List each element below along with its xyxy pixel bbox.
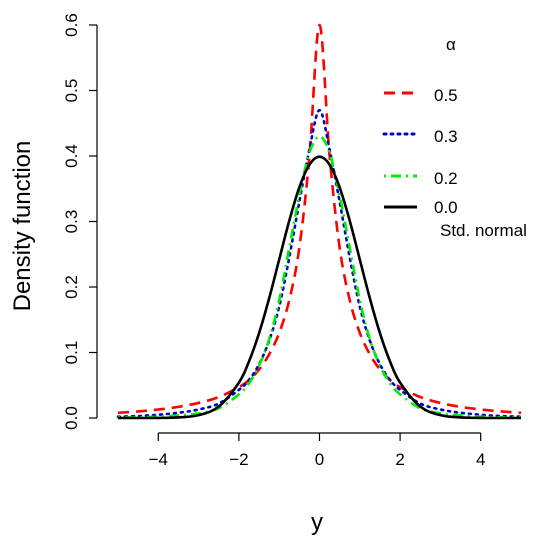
- y-ticks: 0.0 0.1 0.2 0.3 0.4 0.5 0.6: [62, 13, 97, 430]
- y-tick-label: 0.3: [62, 210, 81, 234]
- legend-label-0-0: 0.0: [434, 198, 458, 217]
- legend-label-0-2: 0.2: [434, 169, 458, 188]
- axes: −4 −2 0 2 4 0.0 0.1 0.2 0.3 0.4 0.5 0.6: [62, 13, 485, 469]
- y-tick-label: 0.2: [62, 275, 81, 299]
- y-tick-label: 0.1: [62, 341, 81, 365]
- y-tick-label: 0.6: [62, 13, 81, 37]
- x-tick-label: −2: [229, 450, 248, 469]
- y-tick-label: 0.4: [62, 144, 81, 168]
- series-line-0-0: [117, 155, 522, 420]
- y-tick-label: 0.5: [62, 79, 81, 103]
- x-tick-label: −4: [149, 450, 168, 469]
- series-layer: [116, 23, 523, 420]
- y-axis-title: Density function: [9, 141, 36, 312]
- legend-title: α: [446, 35, 456, 54]
- x-axis-title: y: [311, 509, 323, 536]
- legend-label-0-5: 0.5: [434, 86, 458, 105]
- x-tick-label: 0: [315, 450, 324, 469]
- legend-label-extra: Std. normal: [440, 221, 527, 240]
- x-ticks: −4 −2 0 2 4: [149, 433, 485, 469]
- legend: α 0.5 0.3 0.2 0.0 Std. normal: [382, 35, 527, 240]
- y-tick-label: 0.0: [62, 406, 81, 430]
- x-tick-label: 2: [395, 450, 404, 469]
- series-line-0-3: [116, 108, 523, 418]
- legend-label-0-3: 0.3: [434, 127, 458, 146]
- x-tick-label: 4: [476, 450, 485, 469]
- series-line-0-5: [117, 23, 522, 415]
- series-line-0-2: [117, 135, 522, 419]
